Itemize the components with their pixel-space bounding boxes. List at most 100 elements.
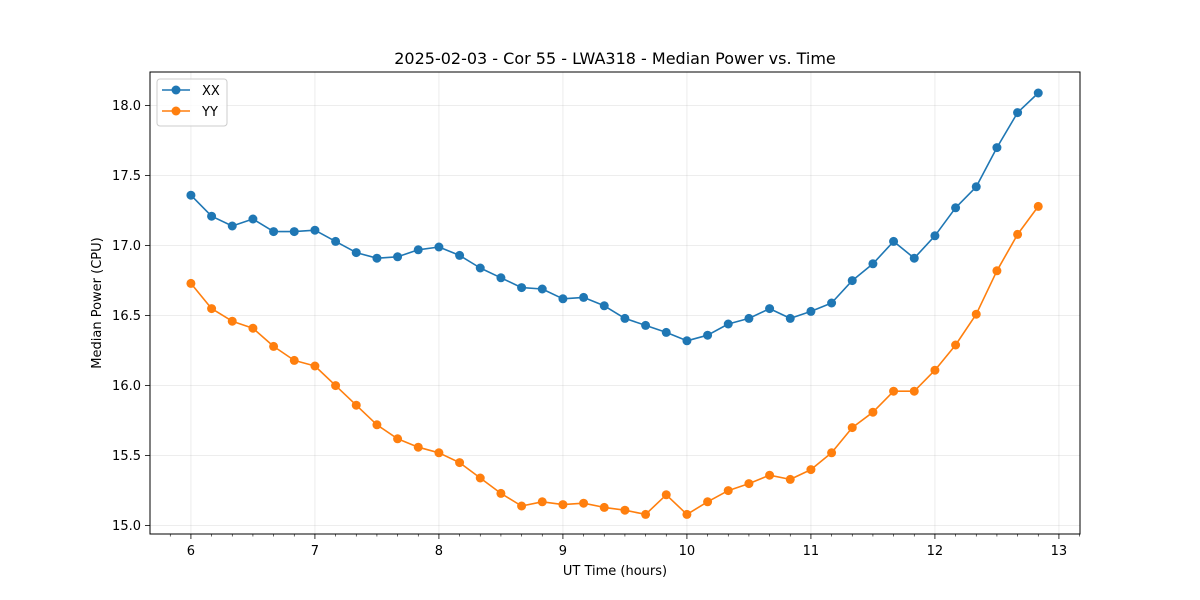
legend: XX YY: [156, 78, 228, 127]
series-yy-point: [207, 304, 217, 314]
series-yy-point: [806, 465, 816, 475]
x-tick-label: 8: [435, 544, 443, 559]
series-yy-point: [289, 355, 299, 365]
series-xx-point: [641, 320, 651, 330]
y-tick-label: 15.5: [112, 449, 141, 464]
series-xx-point: [207, 211, 217, 221]
series-xx-point: [723, 319, 733, 329]
series-yy-point: [827, 448, 837, 458]
series-xx-point: [661, 327, 671, 337]
series-xx-point: [827, 298, 837, 308]
chart-title: 2025-02-03 - Cor 55 - LWA318 - Median Po…: [394, 49, 836, 68]
legend-yy-marker: [171, 106, 181, 116]
series-yy-point: [620, 505, 630, 515]
series-yy-point: [682, 509, 692, 519]
series-xx-point: [1013, 108, 1023, 118]
series-xx-point: [434, 242, 444, 252]
series-xx-point: [992, 143, 1002, 153]
series-yy-point: [703, 497, 713, 507]
series-yy-point: [248, 323, 258, 333]
plot-frame: [149, 71, 1081, 535]
series-xx-point: [579, 292, 589, 302]
series-yy-point: [889, 386, 899, 396]
series-yy-point: [186, 278, 196, 288]
y-tick-label: 15.0: [112, 519, 141, 534]
plot-area: [150, 72, 1080, 534]
series-xx-point: [951, 203, 961, 213]
series-yy-point: [269, 341, 279, 351]
series-xx-point: [930, 231, 940, 241]
series-xx-point: [227, 221, 237, 231]
series-yy-point: [909, 386, 919, 396]
series-yy-point: [434, 448, 444, 458]
series-xx-point: [269, 227, 279, 237]
series-yy-point: [992, 266, 1002, 276]
series-yy-point: [641, 509, 651, 519]
x-axis-label: UT Time (hours): [563, 564, 667, 579]
series-yy-point: [558, 500, 568, 510]
series-xx-point: [475, 263, 485, 273]
legend-yy-label: YY: [201, 105, 218, 120]
series-xx-point: [971, 182, 981, 192]
series-yy-point: [455, 458, 465, 468]
series-xx-point: [517, 283, 527, 293]
y-tick-label: 16.5: [112, 309, 141, 324]
series-yy-point: [227, 316, 237, 326]
series-xx-point: [806, 306, 816, 316]
series-yy-point: [1033, 201, 1043, 211]
x-tick-label: 9: [559, 544, 567, 559]
series-xx-point: [868, 259, 878, 269]
legend-xx-label: XX: [202, 84, 220, 99]
series-yy-point: [930, 365, 940, 375]
series-yy-point: [971, 309, 981, 319]
y-tick-label: 17.0: [112, 239, 141, 254]
series-xx-point: [599, 301, 609, 311]
series-xx-point: [1033, 88, 1043, 98]
series-yy-point: [744, 479, 754, 489]
series-xx-point: [765, 304, 775, 314]
y-tick-label: 17.5: [112, 169, 141, 184]
series-xx-point: [847, 276, 857, 286]
series-xx-point: [372, 253, 382, 263]
y-tick-label: 18.0: [112, 99, 141, 114]
series-xx-point: [620, 313, 630, 323]
series-xx-point: [785, 313, 795, 323]
series-yy-point: [785, 474, 795, 484]
x-tick-label: 12: [927, 544, 944, 559]
legend-xx-marker: [171, 85, 181, 95]
series-yy-point: [951, 340, 961, 350]
series-yy-point: [372, 420, 382, 430]
series-xx-point: [186, 190, 196, 200]
series-xx-point: [889, 236, 899, 246]
series-yy-point: [310, 361, 320, 371]
series-xx-point: [455, 250, 465, 260]
series-yy-point: [413, 442, 423, 452]
series-yy-point: [599, 502, 609, 512]
x-tick-label: 13: [1051, 544, 1068, 559]
series-xx-point: [682, 336, 692, 346]
series-xx-point: [558, 294, 568, 304]
x-tick-label: 11: [803, 544, 820, 559]
series-xx-point: [703, 330, 713, 340]
series-yy-point: [517, 501, 527, 511]
series-xx-point: [393, 252, 403, 262]
axis-ticks: 6 7 8 9 10 11 12 13 15.0 15.5 16.0 16.5 17.0 17.5 18.0: [112, 99, 1080, 559]
series-yy-point: [847, 423, 857, 433]
series-xx-point: [310, 225, 320, 235]
series-yy-point: [579, 498, 589, 508]
series-yy-point: [351, 400, 361, 410]
series-layer: [186, 88, 1043, 519]
series-yy-point: [393, 434, 403, 444]
series-yy-point: [475, 473, 485, 483]
series-yy-point: [723, 486, 733, 496]
series-xx-point: [537, 284, 547, 294]
series-yy-point: [1013, 229, 1023, 239]
y-axis-label: Median Power (CPU): [90, 237, 105, 368]
series-xx-point: [496, 273, 506, 283]
series-yy-point: [496, 488, 506, 498]
series-xx-point: [744, 313, 754, 323]
series-xx-point: [248, 214, 258, 224]
series-yy-point: [868, 407, 878, 417]
x-tick-label: 10: [679, 544, 696, 559]
